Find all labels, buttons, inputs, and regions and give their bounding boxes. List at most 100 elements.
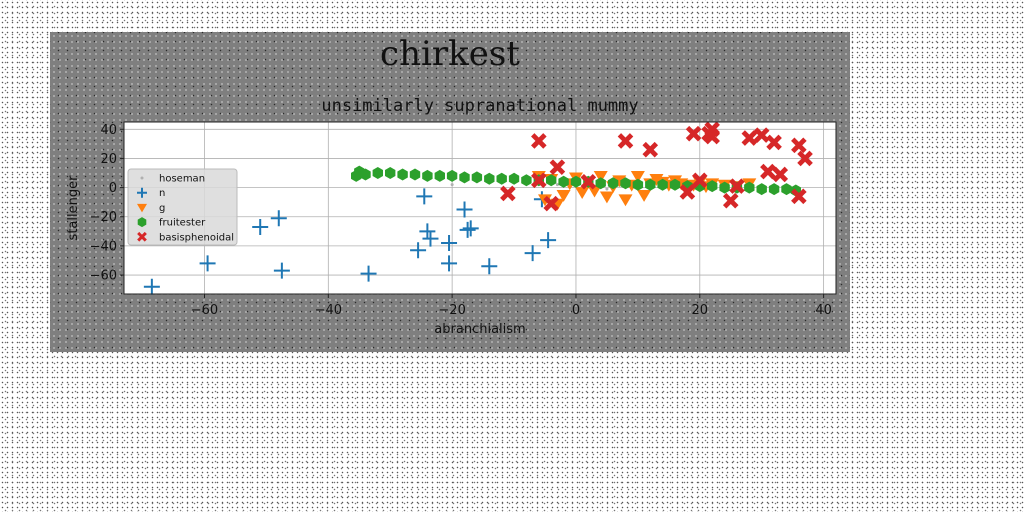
series-basisphenoidal	[500, 121, 813, 212]
point-g	[575, 187, 590, 199]
x-tick-label: 0	[572, 303, 580, 318]
point-basisphenoidal	[617, 133, 634, 149]
plot-frame	[123, 121, 837, 295]
point-g	[599, 191, 614, 204]
point-hoseman	[555, 183, 559, 187]
axis-ticks: −60 −40 −20 0 20 40 −60 −40 −20 0 20 40	[90, 123, 832, 318]
series-n	[143, 188, 557, 295]
legend: hoseman ng fruitester basisphenoidal	[127, 168, 238, 246]
point-g	[556, 189, 571, 202]
point-n	[252, 218, 269, 235]
y-tick-label: −40	[90, 239, 117, 254]
point-basisphenoidal	[531, 172, 547, 189]
point-basisphenoidal	[531, 133, 547, 149]
chart-figure: chirkest unsimilarly supranational mummy…	[50, 32, 850, 352]
point-basisphenoidal	[685, 125, 702, 142]
point-n	[416, 188, 433, 205]
scatter-chart: chirkest unsimilarly supranational mummy…	[66, 34, 837, 337]
point-n	[422, 230, 439, 247]
point-fruitester	[409, 168, 421, 181]
point-fruitester	[645, 178, 656, 191]
legend-marker-n	[137, 187, 147, 198]
legend-marker-g	[137, 203, 147, 213]
point-n	[441, 255, 458, 272]
point-basisphenoidal	[766, 134, 782, 151]
point-fruitester	[570, 175, 582, 188]
point-basisphenoidal	[741, 130, 758, 146]
x-tick-label: −40	[315, 303, 342, 318]
point-fruitester	[385, 167, 396, 179]
point-n	[540, 232, 557, 249]
point-basisphenoidal	[580, 173, 597, 190]
point-fruitester	[768, 183, 780, 196]
point-g	[618, 194, 633, 207]
point-fruitester	[707, 180, 718, 193]
point-fruitester	[657, 178, 668, 191]
point-fruitester	[484, 172, 495, 185]
point-fruitester	[372, 167, 383, 179]
y-tick-label: −60	[90, 269, 117, 284]
chart-title: unsimilarly supranational mummy	[321, 96, 638, 116]
point-fruitester	[632, 178, 644, 191]
point-n	[410, 242, 427, 259]
point-basisphenoidal	[679, 184, 696, 200]
legend-marker-fruitester	[137, 217, 147, 228]
point-basisphenoidal	[760, 163, 776, 180]
point-fruitester	[620, 177, 631, 190]
point-basisphenoidal	[704, 128, 720, 145]
point-fruitester	[459, 171, 470, 184]
point-n	[456, 201, 473, 218]
point-fruitester	[446, 169, 458, 182]
legend-marker-basisphenoidal	[137, 231, 147, 242]
point-basisphenoidal	[729, 178, 745, 194]
point-n	[199, 255, 216, 272]
point-n	[524, 245, 541, 262]
point-basisphenoidal	[753, 127, 770, 143]
data-marks	[143, 121, 813, 295]
y-tick-label: 40	[100, 123, 117, 138]
y-tick-label: −20	[90, 210, 117, 225]
point-fruitester	[422, 169, 433, 182]
point-fruitester	[496, 172, 507, 185]
point-basisphenoidal	[722, 192, 739, 209]
legend-label: fruitester	[159, 218, 206, 229]
x-tick-label: 20	[692, 303, 709, 318]
point-fruitester	[508, 172, 520, 185]
x-tick-label: −60	[191, 303, 218, 318]
legend-label: basisphenoidal	[159, 232, 234, 243]
point-fruitester	[669, 178, 681, 191]
point-basisphenoidal	[549, 159, 566, 175]
point-basisphenoidal	[772, 166, 789, 183]
point-n	[360, 265, 377, 282]
point-g	[587, 185, 602, 198]
point-fruitester	[595, 177, 606, 190]
point-fruitester	[546, 174, 557, 187]
point-g	[630, 171, 645, 183]
point-n	[462, 220, 479, 237]
point-basisphenoidal	[691, 172, 708, 189]
chart-suptitle: chirkest	[380, 34, 520, 74]
point-basisphenoidal	[543, 195, 559, 212]
point-n	[441, 234, 458, 251]
x-axis-label: abranchialism	[434, 322, 525, 337]
point-basisphenoidal	[791, 188, 807, 205]
point-fruitester	[756, 183, 767, 196]
plot-area	[124, 122, 836, 294]
point-n	[481, 258, 498, 275]
point-fruitester	[781, 183, 792, 196]
x-tick-label: 40	[815, 303, 832, 318]
legend-marker-hoseman	[140, 176, 144, 180]
point-fruitester	[434, 169, 445, 182]
point-g	[637, 189, 652, 202]
point-n	[459, 221, 476, 238]
point-n	[273, 262, 290, 279]
point-fruitester	[744, 181, 755, 194]
y-axis-label: stallenger	[66, 175, 81, 241]
point-fruitester	[360, 168, 371, 181]
point-g	[593, 171, 608, 183]
point-fruitester	[558, 175, 569, 188]
legend-label: n	[159, 188, 165, 199]
y-tick-label: 20	[100, 152, 117, 167]
point-basisphenoidal	[500, 185, 516, 202]
legend-label: hoseman	[159, 174, 205, 185]
